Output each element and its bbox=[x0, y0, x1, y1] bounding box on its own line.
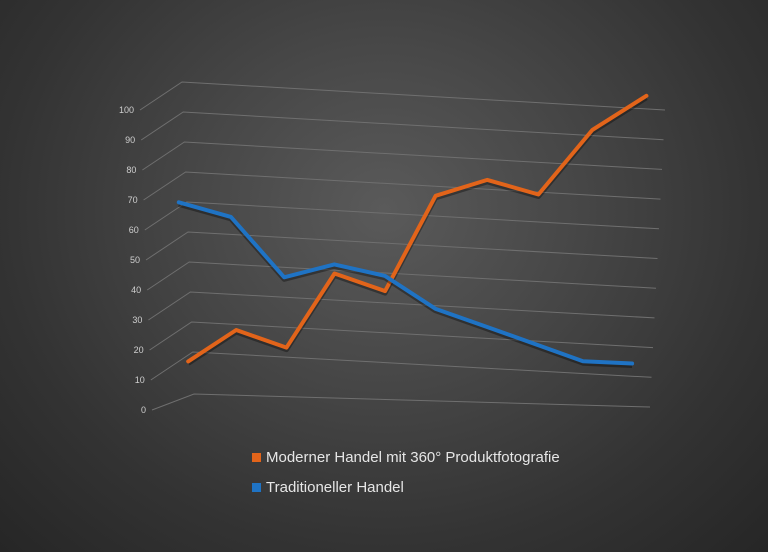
y-axis-ticks: 0 10 20 30 40 50 60 70 80 90 100 bbox=[119, 105, 146, 415]
series-1-point-3 bbox=[332, 262, 336, 266]
gridline-30 bbox=[148, 291, 655, 321]
y-tick-label-100: 100 bbox=[119, 105, 134, 115]
series-1-point-0 bbox=[177, 200, 181, 204]
y-tick-label-90: 90 bbox=[125, 135, 135, 145]
series-1-point-2 bbox=[282, 275, 286, 279]
series-0-point-1 bbox=[234, 328, 238, 332]
series-line-1 bbox=[176, 200, 635, 366]
legend-item-traditioneller-handel: Traditioneller Handel bbox=[252, 478, 732, 496]
y-tick-label-10: 10 bbox=[135, 375, 145, 385]
legend-label-traditioneller-handel: Traditioneller Handel bbox=[266, 478, 404, 496]
y-tick-label-80: 80 bbox=[126, 165, 136, 175]
series-line-0 bbox=[186, 93, 649, 364]
y-tick-label-50: 50 bbox=[130, 255, 140, 265]
series-0-point-5 bbox=[434, 194, 438, 198]
series-0-point-2 bbox=[284, 346, 289, 350]
series-shadow-1 bbox=[178, 201, 633, 368]
gridline-40 bbox=[146, 261, 657, 291]
y-tick-label-60: 60 bbox=[129, 225, 139, 235]
y-tick-label-20: 20 bbox=[134, 345, 144, 355]
series-0-point-3 bbox=[332, 271, 337, 276]
y-tick-label-40: 40 bbox=[131, 285, 141, 295]
series-1-point-5 bbox=[433, 307, 437, 311]
gridline-80 bbox=[142, 141, 663, 171]
gridline-20 bbox=[149, 321, 654, 351]
legend-swatch-moderner-handel bbox=[252, 452, 261, 462]
series-0-point-7 bbox=[536, 192, 541, 197]
y-tick-label-30: 30 bbox=[132, 315, 142, 325]
series-1-point-4 bbox=[383, 274, 387, 278]
series-0-point-4 bbox=[383, 289, 387, 293]
gridline-60 bbox=[144, 201, 660, 231]
y-tick-label-70: 70 bbox=[128, 195, 138, 205]
series-1-point-6 bbox=[483, 324, 487, 328]
legend-label-moderner-handel: Moderner Handel mit 360° Produktfotograf… bbox=[266, 448, 560, 466]
series-1-point-7 bbox=[532, 342, 536, 346]
series-1-point-9 bbox=[630, 361, 634, 366]
series-lines bbox=[176, 93, 649, 368]
gridline-70 bbox=[143, 171, 661, 201]
gridline-0 bbox=[151, 393, 651, 411]
series-0-point-0 bbox=[186, 359, 190, 363]
gridline-90 bbox=[140, 111, 664, 141]
y-tick-label-0: 0 bbox=[141, 405, 146, 415]
series-0-point-8 bbox=[590, 128, 595, 132]
series-0-point-9 bbox=[644, 94, 649, 98]
series-1-point-1 bbox=[229, 215, 233, 219]
legend-item-moderner-handel: Moderner Handel mit 360° Produktfotograf… bbox=[252, 448, 732, 466]
gridline-10 bbox=[150, 351, 652, 381]
gridline-100 bbox=[139, 81, 666, 111]
gridlines bbox=[139, 81, 666, 411]
series-1-point-8 bbox=[581, 359, 585, 363]
gridline-50 bbox=[145, 231, 658, 261]
legend: Moderner Handel mit 360° Produktfotograf… bbox=[252, 448, 732, 508]
legend-swatch-traditioneller-handel bbox=[252, 482, 261, 492]
series-0-point-6 bbox=[485, 178, 489, 182]
